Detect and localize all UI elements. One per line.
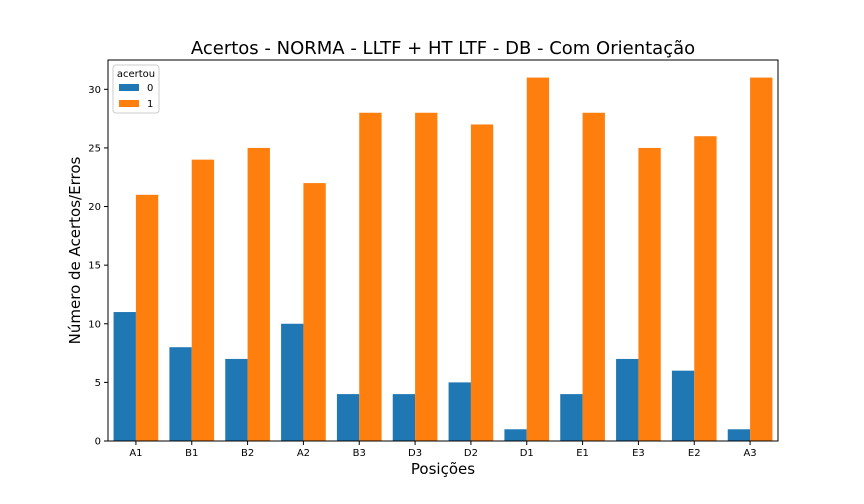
y-tick-label: 5 [95, 378, 101, 389]
bar-series-0-B1 [169, 347, 192, 441]
bar-series-0-A1 [113, 312, 136, 441]
bar-series-1-E2 [694, 136, 717, 441]
bar-series-1-A1 [135, 194, 159, 441]
bar-series-0-E1 [560, 394, 583, 441]
bar-series-0-E2 [671, 370, 695, 441]
bar-series-1-A3 [750, 77, 773, 441]
legend-title: acertou [117, 69, 155, 80]
plot-frame [107, 59, 779, 442]
bar-series-0-A3 [727, 429, 751, 441]
x-tick-label: D1 [520, 448, 534, 459]
y-tick-label: 10 [88, 319, 101, 330]
bar-series-0-D3 [392, 394, 416, 441]
x-tick-label: E1 [576, 448, 589, 459]
x-tick-label: D2 [464, 448, 478, 459]
bar-series-1-A2 [303, 183, 326, 442]
bar-series-1-E3 [638, 147, 661, 441]
y-tick-label: 15 [88, 261, 101, 272]
bar-series-1-E1 [582, 112, 605, 441]
y-tick-label: 20 [88, 202, 101, 213]
bars-group [113, 77, 773, 442]
y-tick-label: 25 [88, 143, 101, 154]
legend: acertou 0 1 [112, 64, 160, 114]
y-tick-label: 0 [95, 437, 101, 448]
x-tick-label: A2 [297, 448, 310, 459]
x-tick-label: D3 [408, 448, 422, 459]
x-tick-label: A1 [129, 448, 142, 459]
legend-label-0: 0 [147, 83, 153, 94]
legend-swatch-0 [119, 84, 139, 91]
x-tick-label: A3 [743, 448, 756, 459]
x-axis-label: Posições [411, 460, 475, 478]
bar-series-0-B2 [225, 358, 248, 441]
bar-series-1-D3 [415, 112, 438, 441]
x-tick-label: B3 [353, 448, 366, 459]
bar-series-0-E3 [616, 358, 639, 441]
bar-series-1-D2 [470, 124, 494, 441]
bar-series-0-D1 [504, 429, 527, 441]
bar-series-0-B3 [336, 394, 360, 441]
legend-swatch-1 [119, 100, 139, 107]
bar-series-1-B3 [359, 112, 382, 441]
legend-label-1: 1 [147, 99, 153, 110]
x-tick-label: E2 [688, 448, 701, 459]
x-axis-ticks: A1 B1 B2 A2 B3 D3 D2 D1 E1 E3 E2 A3 [129, 441, 757, 459]
bar-series-0-A2 [281, 323, 304, 441]
bar-series-1-D1 [526, 77, 550, 441]
bar-series-1-B2 [247, 147, 270, 441]
y-axis-ticks: 0 5 10 15 20 25 30 [88, 85, 108, 448]
x-tick-label: E3 [632, 448, 645, 459]
y-tick-label: 30 [88, 85, 101, 96]
x-tick-label: B1 [185, 448, 198, 459]
bar-series-1-B1 [191, 159, 215, 441]
chart-title: Acertos - NORMA - LLTF + HT LTF - DB - C… [191, 38, 695, 59]
bar-series-0-D2 [448, 382, 471, 441]
y-axis-label: Número de Acertos/Erros [66, 156, 84, 344]
x-tick-label: B2 [241, 448, 254, 459]
